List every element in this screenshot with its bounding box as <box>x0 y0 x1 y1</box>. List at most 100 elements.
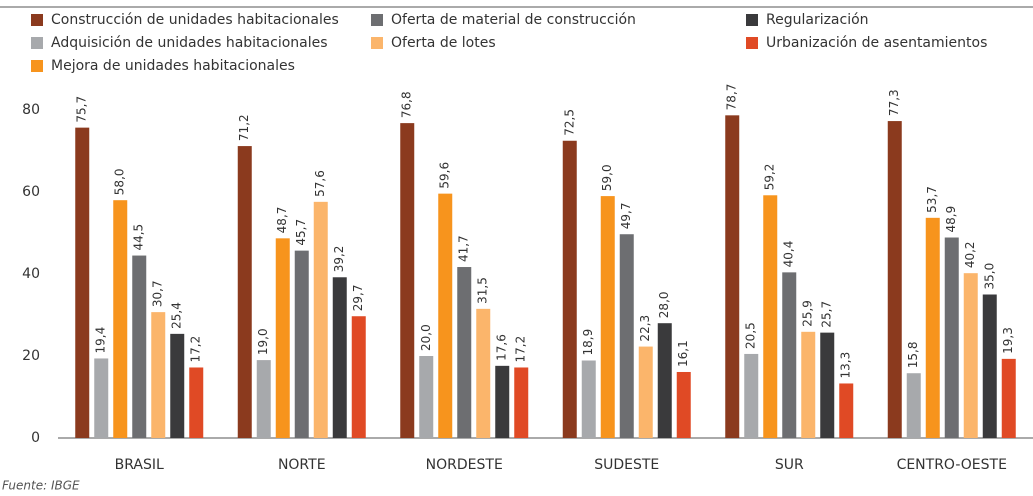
value-label: 25,4 <box>170 302 184 329</box>
value-label: 18,9 <box>581 329 595 356</box>
value-label: 19,0 <box>256 328 270 355</box>
value-label: 59,6 <box>438 162 452 189</box>
y-tick-label: 80 <box>22 102 40 118</box>
value-label: 20,0 <box>419 324 433 351</box>
value-label: 40,4 <box>782 241 796 268</box>
bar <box>982 294 997 438</box>
value-label: 39,2 <box>332 246 346 273</box>
legend-label: Mejora de unidades habitacionales <box>51 58 295 74</box>
value-label: 35,0 <box>982 263 996 290</box>
value-label: 53,7 <box>925 186 939 213</box>
bar <box>820 332 835 438</box>
bar <box>495 365 510 438</box>
bar <box>657 323 672 438</box>
bar <box>132 255 147 438</box>
value-label: 13,3 <box>839 352 853 379</box>
bar <box>151 312 166 438</box>
source: Fuente: IBGE <box>2 479 80 493</box>
value-label: 25,9 <box>801 300 815 327</box>
legend-label: Regularización <box>766 12 869 28</box>
value-label: 57,6 <box>313 170 327 197</box>
bar <box>94 358 109 438</box>
legend-swatch <box>31 60 43 72</box>
value-label: 41,7 <box>457 235 471 262</box>
value-label: 76,8 <box>400 91 414 118</box>
bar <box>113 200 128 438</box>
bar <box>476 308 491 438</box>
value-label: 30,7 <box>151 280 165 307</box>
bar <box>562 140 577 438</box>
bar <box>763 195 778 438</box>
value-label: 17,2 <box>514 336 528 363</box>
bar <box>676 371 691 438</box>
bar <box>638 346 653 438</box>
legend-swatch <box>746 14 758 26</box>
bar <box>725 115 740 438</box>
legend-label: Oferta de lotes <box>391 35 496 51</box>
value-label: 45,7 <box>294 219 308 246</box>
bar <box>275 238 290 438</box>
value-label: 59,0 <box>600 164 614 191</box>
value-label: 25,7 <box>820 301 834 328</box>
value-label: 22,3 <box>638 315 652 342</box>
bar <box>839 383 854 438</box>
legend-label: Oferta de material de construcción <box>391 12 636 28</box>
legend-label: Adquisición de unidades habitacionales <box>51 35 328 51</box>
bar <box>438 193 453 438</box>
bar <box>332 277 347 438</box>
y-tick-label: 40 <box>22 266 40 282</box>
value-label: 75,7 <box>75 96 89 123</box>
bar <box>906 373 921 438</box>
value-label: 16,1 <box>676 340 690 367</box>
bar <box>294 250 309 438</box>
bar <box>1001 358 1016 438</box>
x-tick-label: SUDESTE <box>594 457 659 473</box>
value-label: 40,2 <box>963 241 977 268</box>
value-label: 59,2 <box>763 164 777 191</box>
bar <box>351 316 366 438</box>
bar <box>581 360 596 438</box>
value-label: 19,3 <box>1001 327 1015 354</box>
value-label: 20,5 <box>744 322 758 349</box>
value-label: 58,0 <box>113 168 127 195</box>
bar <box>170 333 185 438</box>
value-label: 72,5 <box>562 109 576 136</box>
bar <box>782 272 797 438</box>
bar <box>963 273 978 438</box>
bar <box>400 123 415 439</box>
value-label: 48,9 <box>944 206 958 233</box>
bar <box>801 331 816 438</box>
bar <box>744 353 759 438</box>
y-tick-label: 20 <box>22 348 40 364</box>
value-label: 77,3 <box>887 89 901 116</box>
bar <box>925 217 940 438</box>
bar <box>237 146 252 438</box>
legend-swatch <box>371 14 383 26</box>
bar <box>600 196 615 438</box>
value-label: 31,5 <box>476 277 490 304</box>
bar <box>514 367 529 438</box>
y-tick-label: 60 <box>22 184 40 200</box>
value-label: 28,0 <box>657 291 671 318</box>
bar <box>75 127 90 438</box>
bar <box>189 367 204 438</box>
bar <box>457 267 472 438</box>
x-tick-label: NORTE <box>278 457 326 473</box>
bar <box>419 356 434 438</box>
bar <box>944 237 959 438</box>
value-label: 29,7 <box>351 285 365 312</box>
bar <box>619 234 634 438</box>
value-label: 78,7 <box>725 84 739 111</box>
bar <box>887 121 902 438</box>
value-label: 17,6 <box>495 334 509 361</box>
y-tick-label: 0 <box>31 430 40 446</box>
value-label: 49,7 <box>619 203 633 230</box>
bar <box>256 360 271 438</box>
legend-swatch <box>371 37 383 49</box>
x-tick-label: CENTRO-OESTE <box>897 457 1007 473</box>
value-label: 44,5 <box>132 224 146 251</box>
value-label: 48,7 <box>275 207 289 234</box>
legend-label: Urbanización de asentamientos <box>766 35 987 51</box>
bar <box>313 201 328 438</box>
